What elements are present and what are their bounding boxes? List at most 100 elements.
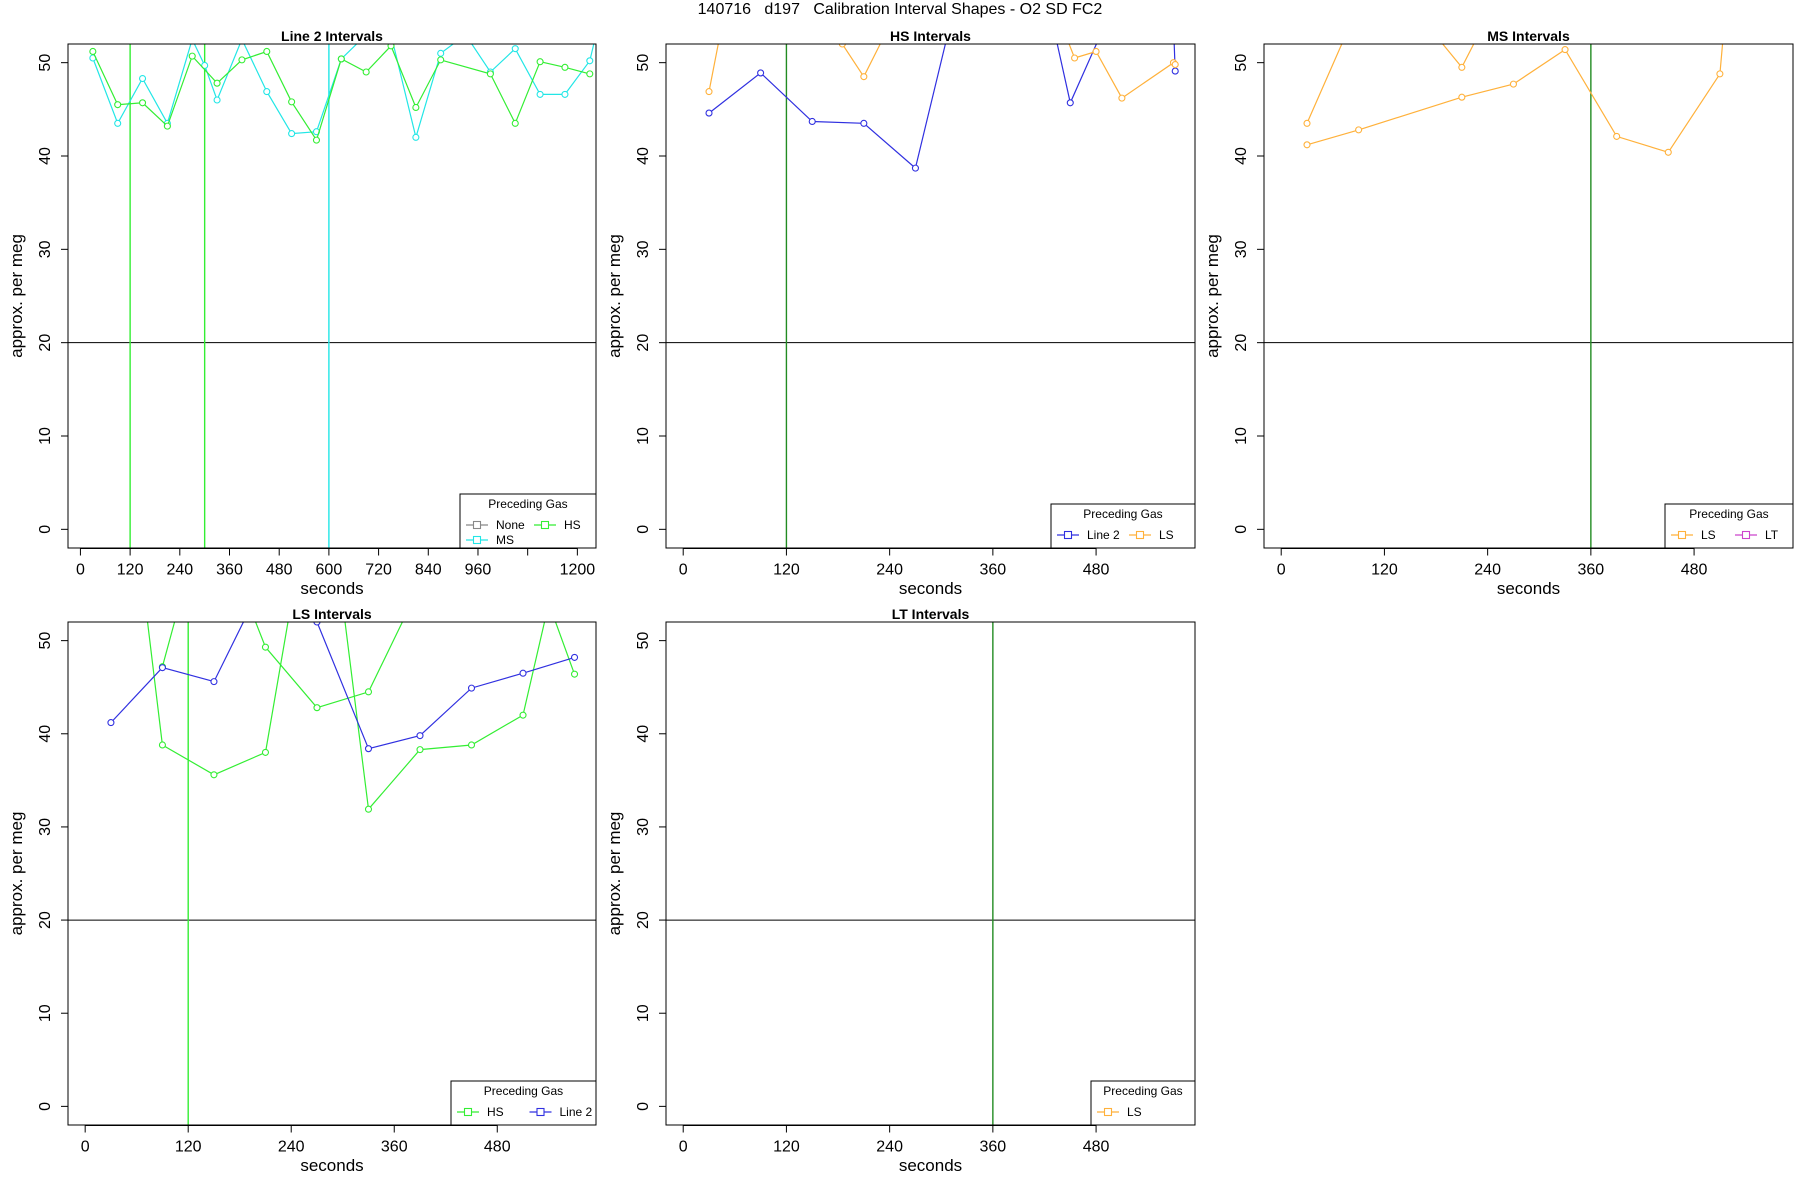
panel-title: LT Intervals bbox=[892, 606, 970, 622]
legend-title: Preceding Gas bbox=[484, 1084, 563, 1098]
x-tick-label: 360 bbox=[980, 562, 1007, 579]
y-axis-label: approx. per meg bbox=[7, 812, 26, 936]
y-tick-label: 40 bbox=[37, 725, 54, 743]
y-tick-label: 50 bbox=[1233, 54, 1250, 72]
data-point bbox=[437, 49, 445, 57]
legend: Preceding Gas LS LT bbox=[1664, 503, 1794, 549]
data-point bbox=[1303, 141, 1311, 149]
chart-panel-3: MS Intervals 0 120 240 360 480 seconds 0 10 20 30 4… bbox=[1203, 28, 1794, 598]
data-point bbox=[364, 745, 373, 753]
plot-area bbox=[1264, 44, 1793, 548]
legend-box bbox=[1090, 1080, 1196, 1126]
data-point bbox=[437, 56, 445, 64]
data-point bbox=[364, 688, 373, 696]
y-tick-label: 0 bbox=[1233, 525, 1250, 534]
x-tick-label: 0 bbox=[679, 562, 688, 579]
data-point bbox=[313, 622, 321, 626]
data-point bbox=[536, 58, 544, 66]
data-point bbox=[511, 119, 519, 127]
plot-frame bbox=[665, 43, 1196, 549]
x-tick-label: 0 bbox=[679, 1139, 688, 1156]
legend-swatch-marker bbox=[1063, 530, 1073, 540]
data-point bbox=[288, 98, 296, 106]
data-point bbox=[288, 130, 296, 138]
panel-title: MS Intervals bbox=[1487, 28, 1570, 44]
x-tick-label: 240 bbox=[876, 1139, 903, 1156]
data-point bbox=[238, 56, 246, 64]
legend: Preceding Gas Line 2 LS bbox=[1050, 503, 1196, 549]
data-point bbox=[213, 96, 221, 104]
data-point bbox=[1458, 63, 1466, 71]
legend-title: Preceding Gas bbox=[1103, 1084, 1182, 1098]
data-point bbox=[313, 704, 321, 712]
y-tick-label: 0 bbox=[635, 1102, 652, 1111]
y-tick-label: 20 bbox=[37, 334, 54, 352]
legend-box bbox=[1050, 503, 1196, 549]
plot-area bbox=[666, 622, 1195, 1125]
series-line-ls bbox=[1068, 44, 1176, 99]
legend-swatch-marker bbox=[540, 520, 550, 530]
data-point bbox=[114, 119, 122, 127]
data-point bbox=[1458, 93, 1466, 101]
y-tick-label: 0 bbox=[37, 1102, 54, 1111]
series-line-hs bbox=[92, 44, 590, 142]
data-point bbox=[1092, 47, 1100, 56]
x-tick-label: 0 bbox=[81, 1139, 90, 1156]
x-axis-label: seconds bbox=[300, 1156, 363, 1175]
data-point bbox=[364, 805, 373, 813]
legend-swatch-marker bbox=[1677, 530, 1687, 540]
series-line-line-2 bbox=[110, 622, 575, 750]
legend: Preceding Gas HS Line 2 bbox=[450, 1080, 597, 1126]
legend-swatch-marker bbox=[463, 1107, 473, 1117]
legend-swatch-marker bbox=[472, 520, 482, 530]
x-tick-label: 240 bbox=[1474, 562, 1501, 579]
data-point bbox=[586, 57, 594, 65]
x-tick-label: 120 bbox=[1371, 562, 1398, 579]
data-point bbox=[158, 664, 166, 672]
series-line-ls bbox=[708, 44, 881, 92]
data-point bbox=[536, 90, 544, 98]
x-tick-label: 960 bbox=[465, 562, 492, 579]
y-tick-label: 30 bbox=[635, 818, 652, 836]
y-tick-label: 10 bbox=[635, 1004, 652, 1022]
x-tick-label: 240 bbox=[278, 1139, 305, 1156]
data-point bbox=[1118, 94, 1126, 102]
data-point bbox=[312, 136, 321, 144]
data-point bbox=[337, 55, 345, 63]
panel-title: Line 2 Intervals bbox=[281, 28, 383, 44]
y-tick-label: 50 bbox=[635, 54, 652, 72]
data-point bbox=[107, 719, 115, 727]
data-point bbox=[114, 101, 122, 109]
legend-entry-label: None bbox=[496, 518, 525, 532]
plot-frame bbox=[67, 621, 597, 1126]
series-line-hs bbox=[146, 622, 576, 811]
data-point bbox=[467, 684, 476, 692]
series-line-hs bbox=[161, 622, 404, 709]
legend-entry-label: LS bbox=[1701, 528, 1716, 542]
data-point bbox=[838, 44, 846, 48]
data-point bbox=[138, 99, 147, 107]
y-tick-label: 30 bbox=[37, 818, 54, 836]
legend: Preceding Gas LS bbox=[1090, 1080, 1196, 1126]
legend-entry-label: LS bbox=[1159, 528, 1174, 542]
data-point bbox=[1171, 60, 1179, 69]
y-tick-label: 20 bbox=[1233, 334, 1250, 352]
plot-area bbox=[68, 44, 596, 548]
y-tick-label: 50 bbox=[635, 632, 652, 650]
legend-title: Preceding Gas bbox=[1689, 507, 1768, 521]
data-point bbox=[163, 122, 171, 130]
y-tick-label: 30 bbox=[1233, 240, 1250, 258]
data-point bbox=[860, 73, 868, 81]
x-tick-label: 240 bbox=[876, 562, 903, 579]
y-axis-label: approx. per meg bbox=[1203, 234, 1222, 358]
plot-frame bbox=[1263, 43, 1794, 549]
data-point bbox=[1561, 46, 1569, 54]
x-tick-label: 0 bbox=[1277, 562, 1286, 579]
data-point bbox=[261, 643, 270, 651]
data-point bbox=[1509, 80, 1517, 88]
x-tick-label: 480 bbox=[1083, 1139, 1110, 1156]
data-point bbox=[467, 741, 476, 749]
panel-title: LS Intervals bbox=[292, 606, 372, 622]
chart-panel-1: Line 2 Intervals 0 120 240 360 480 600 720 840 96… bbox=[7, 28, 597, 598]
plot-area bbox=[68, 622, 596, 1125]
